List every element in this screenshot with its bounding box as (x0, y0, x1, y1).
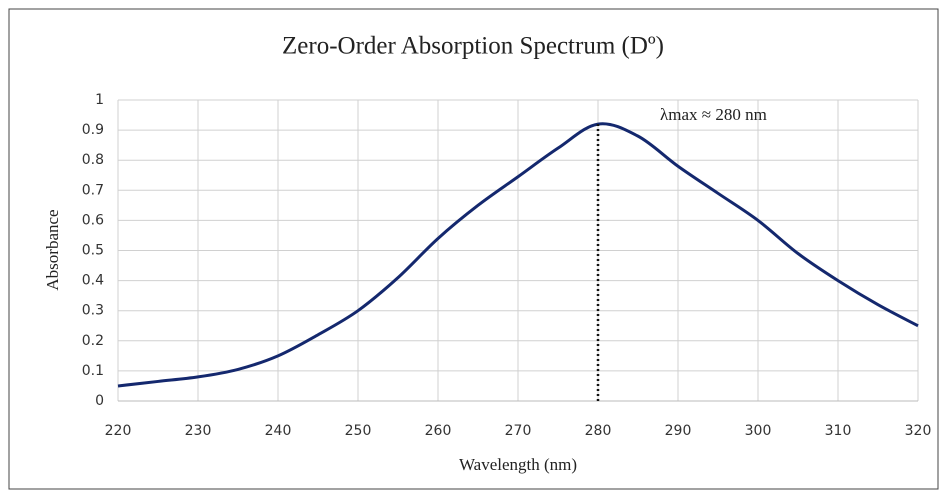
y-tick-label: 0.6 (82, 212, 104, 228)
annotation: λmax ≈ 280 nm (660, 105, 767, 124)
y-tick-label: 1 (95, 92, 104, 108)
y-tick-label: 0 (95, 393, 104, 409)
spectrum-line (117, 122, 919, 388)
x-tick-label: 270 (505, 423, 532, 439)
x-tick-label: 260 (425, 423, 452, 439)
x-tick-label: 240 (265, 423, 292, 439)
y-axis-label: Absorbance (43, 209, 62, 290)
y-tick-label: 0.4 (82, 273, 104, 289)
y-tick-label: 0.7 (82, 182, 104, 198)
x-tick-label: 300 (745, 423, 772, 439)
y-tick-label: 0.5 (82, 243, 104, 259)
y-tick-label: 0.1 (82, 363, 104, 379)
y-tick-label: 0.8 (82, 152, 104, 168)
chart-border (8, 8, 939, 490)
x-tick-label: 280 (585, 423, 612, 439)
x-tick-label: 320 (905, 423, 932, 439)
x-axis-label: Wavelength (nm) (459, 455, 577, 474)
y-tick-label: 0.3 (82, 303, 104, 319)
y-tick-label: 0.2 (82, 333, 104, 349)
chart-title: Zero-Order Absorption Spectrum (Dº) (282, 33, 664, 60)
y-tick-label: 0.9 (82, 122, 104, 138)
x-tick-label: 220 (105, 423, 132, 439)
x-tick-label: 250 (345, 423, 372, 439)
x-tick-label: 310 (825, 423, 852, 439)
x-tick-label: 290 (665, 423, 692, 439)
x-tick-label: 230 (185, 423, 212, 439)
